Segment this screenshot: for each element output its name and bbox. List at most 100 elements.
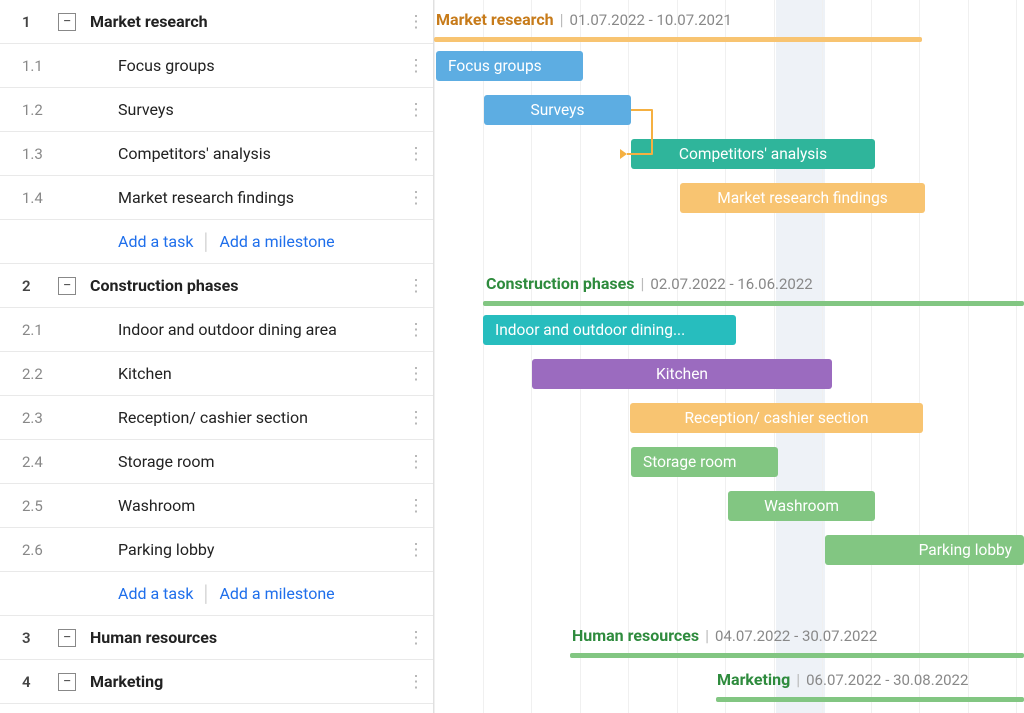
task-row[interactable]: 2.2Kitchen⋮ — [0, 352, 433, 396]
drag-handle-icon[interactable]: ⋮ — [399, 100, 433, 120]
summary-dates: 02.07.2022 - 16.06.2022 — [650, 275, 812, 293]
gantt-row: Competitors' analysis — [434, 132, 1024, 176]
task-bar-label: Market research findings — [717, 189, 888, 207]
task-bar[interactable]: Storage room — [631, 447, 778, 477]
task-bar-label: Competitors' analysis — [679, 145, 827, 163]
gantt-summary-row: Construction phases|02.07.2022 - 16.06.2… — [434, 264, 1024, 308]
drag-handle-icon[interactable]: ⋮ — [399, 496, 433, 516]
drag-handle-icon[interactable]: ⋮ — [399, 12, 433, 32]
drag-handle-icon[interactable]: ⋮ — [399, 452, 433, 472]
task-row[interactable]: 1.4 Market research findings⋮ — [0, 176, 433, 220]
add-actions: Add a task │ Add a milestone — [0, 584, 335, 604]
collapse-icon[interactable]: − — [58, 277, 76, 295]
row-number: 3 — [0, 629, 58, 647]
gantt-row: Market research findings — [434, 176, 1024, 220]
task-title: Market research findings — [118, 188, 399, 207]
summary-bar[interactable] — [716, 697, 1024, 702]
pipe-separator: | — [705, 626, 709, 645]
task-title: Parking lobby — [118, 540, 399, 559]
task-row[interactable]: 2.4Storage room⋮ — [0, 440, 433, 484]
task-bar[interactable]: Focus groups — [436, 51, 583, 81]
collapse-icon[interactable]: − — [58, 629, 76, 647]
task-bar-label: Surveys — [530, 101, 584, 119]
gantt-row: Storage room — [434, 440, 1024, 484]
row-number: 2.6 — [0, 541, 58, 559]
drag-handle-icon[interactable]: ⋮ — [399, 320, 433, 340]
add-actions: Add a task │ Add a milestone — [0, 232, 335, 252]
task-bar[interactable]: Kitchen — [532, 359, 832, 389]
summary-bar[interactable] — [483, 301, 1024, 306]
add-task-link[interactable]: Add a task — [118, 232, 193, 251]
row-number: 2.3 — [0, 409, 58, 427]
separator: │ — [201, 584, 211, 604]
group-title: Market research — [90, 12, 399, 31]
drag-handle-icon[interactable]: ⋮ — [399, 188, 433, 208]
task-bar-label: Indoor and outdoor dining... — [495, 321, 685, 339]
drag-handle-icon[interactable]: ⋮ — [399, 540, 433, 560]
task-bar-label: Storage room — [643, 453, 736, 471]
summary-bar[interactable] — [434, 37, 922, 42]
group-row[interactable]: 3−Human resources⋮ — [0, 616, 433, 660]
gantt-row: Focus groups — [434, 44, 1024, 88]
drag-handle-icon[interactable]: ⋮ — [399, 56, 433, 76]
row-number: 1.4 — [0, 189, 58, 207]
separator: │ — [201, 232, 211, 252]
task-bar[interactable]: Surveys — [484, 95, 631, 125]
group-row[interactable]: 4−Marketing⋮ — [0, 660, 433, 704]
gantt-row: Surveys — [434, 88, 1024, 132]
gantt-row: Kitchen — [434, 352, 1024, 396]
drag-handle-icon[interactable]: ⋮ — [399, 364, 433, 384]
drag-handle-icon[interactable]: ⋮ — [399, 672, 433, 692]
summary-label: Human resources|04.07.2022 - 30.07.2022 — [572, 626, 877, 645]
gantt-row: Parking lobby — [434, 528, 1024, 572]
add-task-link[interactable]: Add a task — [118, 584, 193, 603]
drag-handle-icon[interactable]: ⋮ — [399, 408, 433, 428]
add-row: Add a task │ Add a milestone — [0, 220, 433, 264]
gantt-row — [434, 572, 1024, 616]
gantt-row: Indoor and outdoor dining... — [434, 308, 1024, 352]
drag-handle-icon[interactable]: ⋮ — [399, 144, 433, 164]
summary-label: Market research|01.07.2022 - 10.07.2021 — [436, 10, 732, 29]
task-title: Focus groups — [118, 56, 399, 75]
task-bar-label: Washroom — [764, 497, 839, 515]
summary-dates: 04.07.2022 - 30.07.2022 — [715, 627, 877, 645]
task-row[interactable]: 1.1 Focus groups⋮ — [0, 44, 433, 88]
gantt-row — [434, 220, 1024, 264]
collapse-icon[interactable]: − — [58, 13, 76, 31]
add-milestone-link[interactable]: Add a milestone — [219, 584, 334, 603]
gantt-chart-panel: Market research|01.07.2022 - 10.07.2021 F… — [434, 0, 1024, 713]
drag-handle-icon[interactable]: ⋮ — [399, 628, 433, 648]
summary-label: Marketing|06.07.2022 - 30.08.2022 — [717, 670, 968, 689]
task-title: Storage room — [118, 452, 399, 471]
summary-title: Construction phases — [486, 274, 634, 293]
row-number: 1.1 — [0, 57, 58, 75]
add-milestone-link[interactable]: Add a milestone — [219, 232, 334, 251]
drag-handle-icon[interactable]: ⋮ — [399, 276, 433, 296]
gantt-summary-row: Human resources|04.07.2022 - 30.07.2022 — [434, 616, 1024, 660]
group-row[interactable]: 2−Construction phases⋮ — [0, 264, 433, 308]
gantt-summary-row: Market research|01.07.2022 - 10.07.2021 — [434, 0, 1024, 44]
task-bar[interactable]: Parking lobby — [825, 535, 1024, 565]
pipe-separator: | — [560, 10, 564, 29]
collapse-icon[interactable]: − — [58, 673, 76, 691]
task-row[interactable]: 2.5Washroom⋮ — [0, 484, 433, 528]
task-row[interactable]: 2.1Indoor and outdoor dining area⋮ — [0, 308, 433, 352]
summary-bar[interactable] — [570, 653, 1024, 658]
task-row[interactable]: 1.3Competitors' analysis⋮ — [0, 132, 433, 176]
summary-label: Construction phases|02.07.2022 - 16.06.2… — [486, 274, 813, 293]
row-number: 2.5 — [0, 497, 58, 515]
gantt-summary-row: Marketing|06.07.2022 - 30.08.2022 — [434, 660, 1024, 704]
task-bar[interactable]: Market research findings — [680, 183, 925, 213]
task-bar[interactable]: Washroom — [728, 491, 875, 521]
task-row[interactable]: 1.2Surveys⋮ — [0, 88, 433, 132]
task-bar[interactable]: Reception/ cashier section — [630, 403, 923, 433]
task-row[interactable]: 2.3Reception/ cashier section⋮ — [0, 396, 433, 440]
task-row[interactable]: 2.6 Parking lobby⋮ — [0, 528, 433, 572]
group-row[interactable]: 1−Market research⋮ — [0, 0, 433, 44]
task-bar-label: Reception/ cashier section — [684, 409, 868, 427]
group-title: Marketing — [90, 672, 399, 691]
summary-dates: 06.07.2022 - 30.08.2022 — [806, 671, 968, 689]
row-number: 1 — [0, 13, 58, 31]
task-bar[interactable]: Indoor and outdoor dining... — [483, 315, 736, 345]
task-bar[interactable]: Competitors' analysis — [631, 139, 875, 169]
